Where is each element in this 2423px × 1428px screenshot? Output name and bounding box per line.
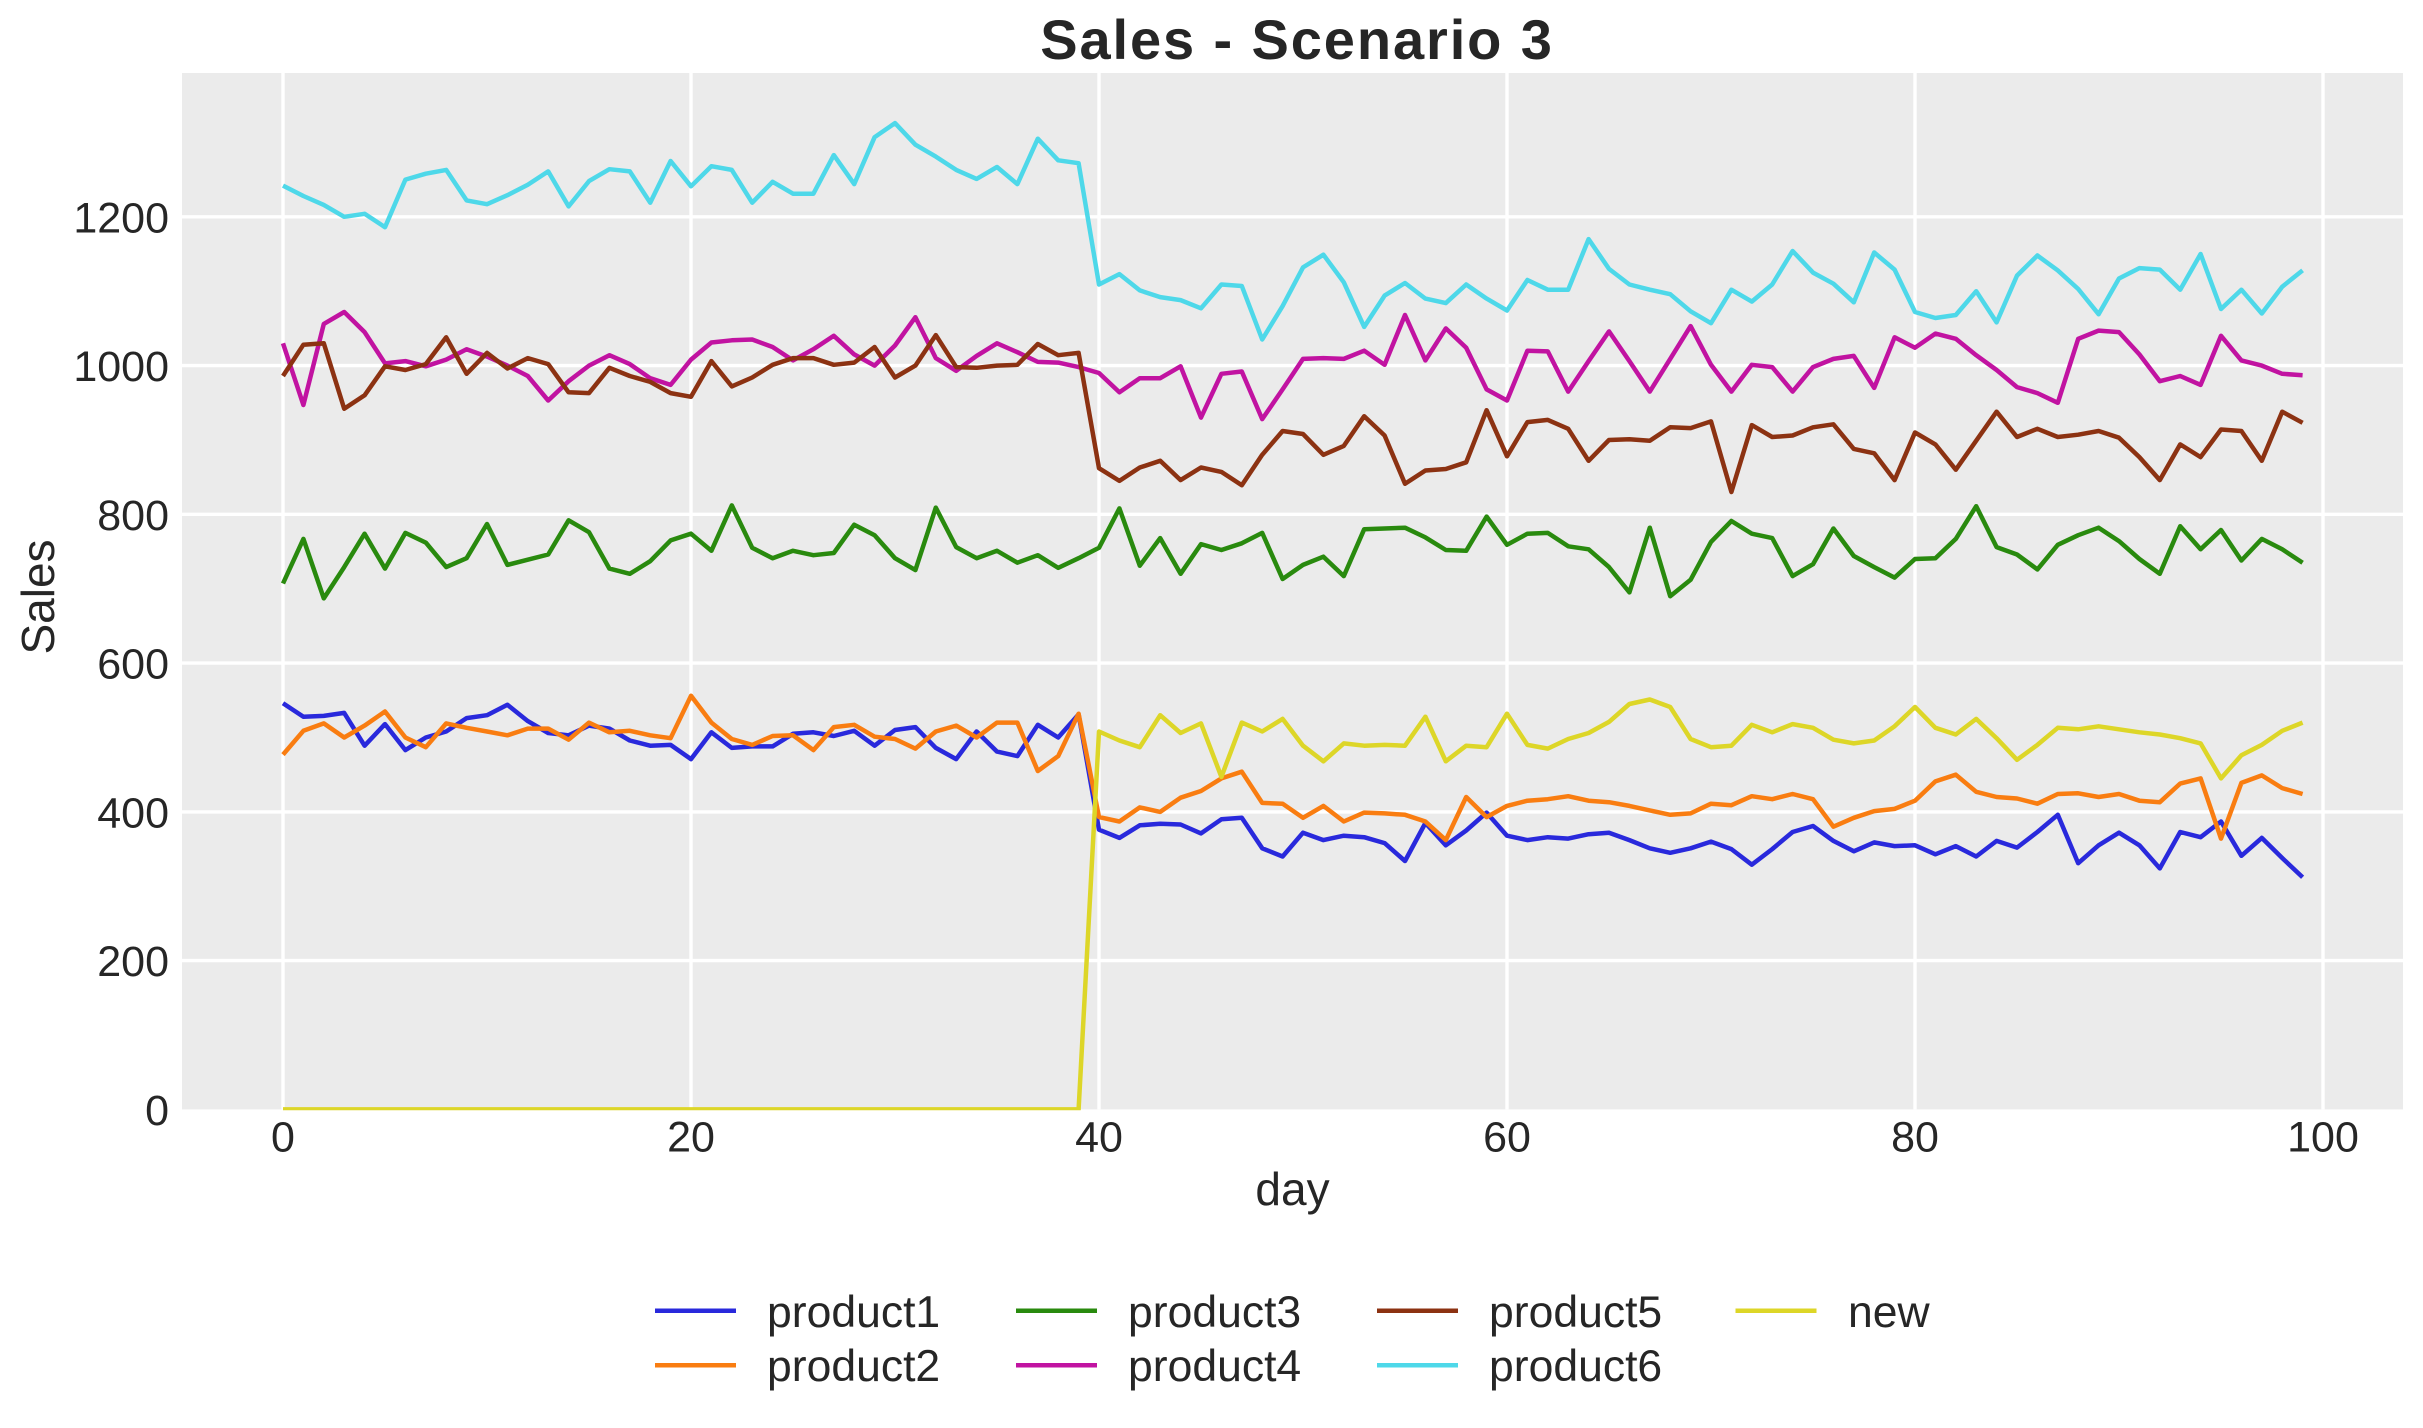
svg-text:product4: product4 — [1128, 1342, 1301, 1391]
svg-text:product3: product3 — [1128, 1288, 1301, 1337]
svg-text:400: 400 — [97, 789, 169, 837]
svg-text:day: day — [1255, 1163, 1329, 1215]
svg-text:1000: 1000 — [73, 343, 169, 391]
svg-text:product2: product2 — [767, 1342, 940, 1391]
svg-text:60: 60 — [1483, 1114, 1531, 1162]
svg-text:Sales - Scenario 3: Sales - Scenario 3 — [1040, 8, 1554, 71]
svg-text:40: 40 — [1075, 1114, 1123, 1162]
svg-text:Sales: Sales — [12, 539, 64, 654]
svg-text:0: 0 — [271, 1114, 295, 1162]
svg-text:80: 80 — [1891, 1114, 1939, 1162]
svg-text:200: 200 — [97, 938, 169, 986]
svg-text:1200: 1200 — [73, 194, 169, 242]
svg-text:product1: product1 — [767, 1288, 940, 1337]
svg-text:new: new — [1848, 1288, 1930, 1337]
svg-text:800: 800 — [97, 492, 169, 540]
svg-text:20: 20 — [667, 1114, 715, 1162]
svg-text:600: 600 — [97, 641, 169, 689]
svg-text:product6: product6 — [1489, 1342, 1662, 1391]
svg-text:product5: product5 — [1489, 1288, 1662, 1337]
svg-text:100: 100 — [2287, 1114, 2359, 1162]
svg-text:0: 0 — [145, 1087, 169, 1135]
